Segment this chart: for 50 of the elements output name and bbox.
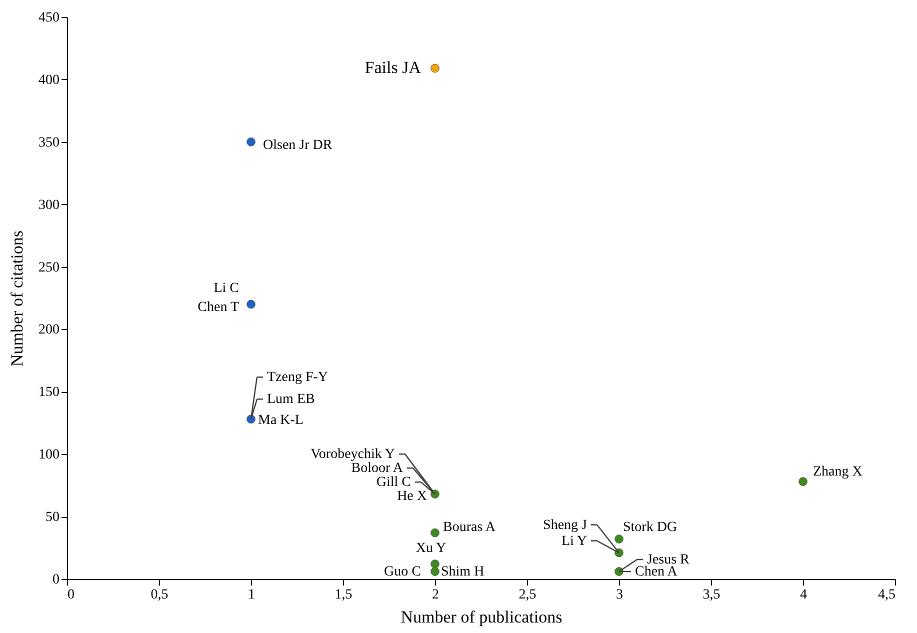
annotation: Zhang X [813, 464, 862, 480]
point [430, 64, 440, 73]
annotation: Xu Y [416, 541, 446, 556]
y-tick-label: 50 [46, 510, 60, 526]
x-tick-label: 4 [800, 588, 807, 602]
annotation: Guo C [384, 564, 421, 580]
x-axis-title: Number of publications [400, 608, 562, 626]
point [430, 528, 440, 538]
x-tick-label: 4,5 [878, 588, 896, 602]
x-tick-label: 2,5 [518, 588, 536, 602]
annotation: Li C [214, 281, 239, 296]
y-axis-title: Number of citations [8, 230, 26, 366]
annotation: Fails JA [364, 58, 422, 78]
annotation: Chen A [635, 564, 678, 580]
annotation: Boloor A [351, 461, 404, 476]
x-tick-label: 3,5 [702, 588, 720, 602]
point [614, 534, 624, 544]
x-tick-label: 3 [616, 588, 623, 602]
y-tick-label: 400 [38, 72, 60, 88]
x-tick-label: 2 [432, 588, 439, 602]
x-tick-label: 1 [248, 588, 255, 602]
y-tick-label: 300 [38, 198, 60, 213]
point [430, 560, 440, 568]
annotation: Tzeng F-Y [267, 370, 328, 386]
y-tick-label: 200 [38, 322, 60, 338]
annotation: Stork DG [623, 520, 678, 536]
point [430, 567, 440, 576]
x-tick-label: 0 [68, 588, 74, 602]
annotation: He X [397, 489, 427, 504]
annotation: Ma K-L [258, 413, 304, 428]
point [798, 477, 808, 486]
annotation: Olsen Jr DR [263, 138, 333, 153]
annotation: Vorobeychik Y [310, 447, 395, 462]
y-tick-label: 450 [38, 10, 60, 26]
annotation: Shim H [441, 564, 484, 580]
y-tick-label: 250 [38, 260, 60, 276]
x-tick-label: 1,5 [334, 588, 352, 602]
annotation: Bouras A [443, 520, 496, 535]
y-tick-label: 0 [52, 572, 60, 588]
y-tick-label: 100 [38, 448, 60, 463]
x-tick-label: 0,5 [150, 588, 168, 602]
point [246, 300, 256, 309]
annotation: Li Y [561, 534, 587, 549]
y-tick-label: 350 [38, 135, 60, 150]
y-tick-label: 150 [38, 385, 60, 400]
annotation: Sheng J [543, 518, 588, 533]
annotation: Chen T [198, 300, 240, 316]
annotation: Gill C [376, 475, 411, 490]
annotation: Lum EB [267, 392, 315, 408]
point [246, 137, 256, 146]
